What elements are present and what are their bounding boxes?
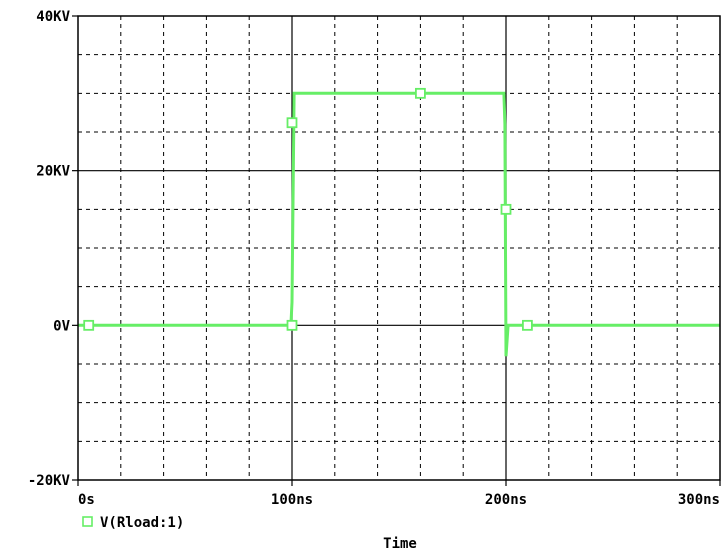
series-marker — [286, 319, 298, 331]
minor-grid — [78, 16, 720, 480]
series-line — [78, 91, 720, 357]
series-marker — [522, 319, 533, 331]
plot-frame — [77, 15, 721, 481]
y-axis-ticks: -20KV 0V 20KV 40KV — [28, 9, 78, 489]
y-tick-label: 20KV — [36, 164, 70, 180]
y-tick-label: -20KV — [28, 473, 71, 489]
series-markers — [83, 87, 533, 331]
legend-swatch — [82, 516, 93, 527]
series-marker — [414, 87, 426, 99]
x-tick-label: 100ns — [271, 492, 313, 508]
y-tick-label: 40KV — [36, 9, 70, 25]
x-tick-label: 200ns — [485, 492, 527, 508]
series-marker — [286, 117, 298, 129]
series-marker — [83, 319, 95, 331]
x-tick-label: 0s — [78, 492, 95, 508]
legend-label: V(Rload:1) — [100, 515, 184, 531]
y-tick-label: 0V — [53, 318, 70, 334]
x-tick-label: 300ns — [678, 492, 720, 508]
x-axis-title: Time — [383, 536, 417, 551]
series-marker — [500, 203, 512, 215]
x-axis-ticks: 0s 100ns 200ns 300ns — [77, 480, 721, 508]
